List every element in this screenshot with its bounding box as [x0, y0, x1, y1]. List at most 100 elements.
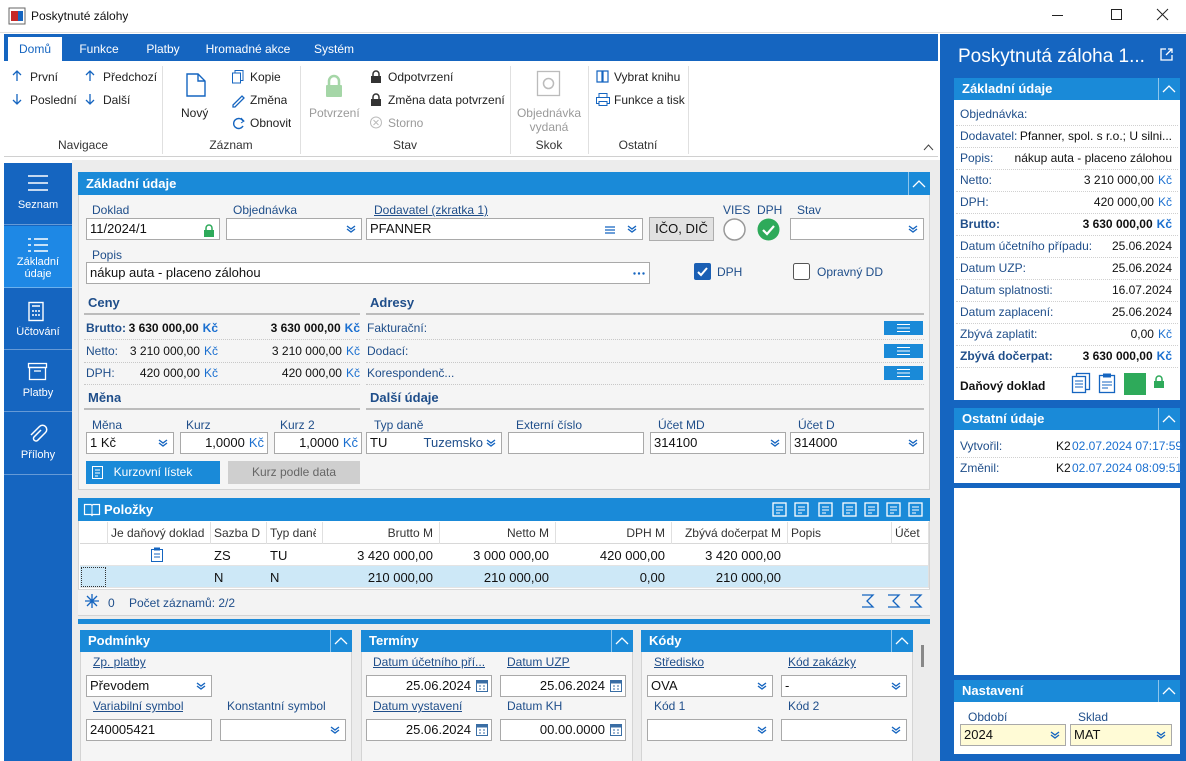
icon-shape — [908, 442, 918, 447]
icon-shape — [346, 228, 356, 233]
field-label: Měna — [92, 418, 123, 432]
side-label: Popis: — [960, 151, 994, 165]
ribbon-button[interactable]: Odpotvrzení — [388, 70, 454, 84]
nav-item[interactable]: Seznam — [4, 163, 72, 225]
icon-shape — [615, 637, 629, 645]
detail-input-detail: Tuzemsko — [423, 435, 483, 450]
ribbon-tab[interactable]: Funkce — [68, 37, 130, 61]
icon-shape — [842, 502, 857, 517]
price-currency: Kč — [203, 366, 218, 380]
section-rule — [366, 313, 924, 315]
ribbon-tab[interactable]: Domů — [8, 37, 62, 61]
collapse-button[interactable] — [330, 630, 352, 652]
row-rule — [956, 301, 1178, 302]
address-label: Korespondenč... — [367, 366, 455, 380]
icon-shape — [536, 70, 561, 97]
supplier-input-value: PFANNER — [370, 221, 432, 236]
popout-icon — [1160, 48, 1173, 61]
section-rule — [84, 313, 360, 315]
settings-input: MAT — [1070, 724, 1172, 746]
icon-shape — [908, 225, 918, 230]
ribbon-button[interactable]: Vybrat knihu — [614, 70, 681, 84]
collapse-button[interactable] — [1158, 680, 1180, 702]
nav-item[interactable]: Přílohy — [4, 413, 72, 475]
icon-shape — [486, 439, 496, 444]
side-currency: Kč — [1157, 195, 1172, 209]
ribbon-tab[interactable]: Hromadné akce — [196, 37, 300, 61]
ico-button[interactable]: IČO, DIČ — [649, 217, 714, 241]
ribbon-icon — [596, 70, 609, 83]
icon-shape — [886, 502, 901, 517]
dph-checkbox[interactable] — [694, 263, 711, 280]
icon-shape — [891, 682, 901, 687]
address-button[interactable] — [884, 321, 923, 335]
side-value: 25.06.2024 — [1010, 305, 1172, 319]
ribbon-tab-bar — [4, 34, 938, 61]
close-button — [1156, 8, 1169, 21]
side-value-text: 25.06.2024 — [1111, 305, 1172, 319]
icon-shape — [772, 502, 787, 517]
icon-shape — [18, 11, 23, 21]
ribbon-button[interactable]: Kopie — [250, 70, 281, 84]
address-button[interactable] — [884, 366, 923, 380]
ribbon-button[interactable]: Předchozí — [103, 70, 158, 84]
opravny-checkbox[interactable] — [793, 263, 810, 280]
collapse-button[interactable] — [1158, 78, 1180, 100]
icon-shape — [598, 93, 608, 98]
checkbox-label: Opravný DD — [817, 265, 884, 279]
ribbon-button[interactable]: Změna data potvrzení — [388, 93, 505, 107]
ribbon-button[interactable]: Další — [103, 93, 131, 107]
ribbon-tab[interactable]: Platby — [136, 37, 190, 61]
icon-shape — [205, 224, 213, 230]
row-rule — [956, 191, 1178, 192]
field-label: Datum KH — [507, 699, 563, 713]
collapse-button[interactable] — [891, 630, 913, 652]
ribbon-tab[interactable]: Systém — [306, 37, 362, 61]
focus-cell — [81, 567, 106, 587]
ribbon-icon — [370, 116, 382, 129]
icon-shape — [1111, 9, 1122, 20]
side-currency: Kč — [1157, 327, 1172, 341]
column-header: Netto M — [506, 526, 549, 540]
field-label: Konstantní symbol — [227, 699, 326, 713]
nav-item[interactable]: Základní údaje — [4, 226, 72, 288]
ribbon-icon — [232, 70, 244, 84]
tax-icon — [1071, 372, 1091, 394]
nav-item[interactable]: Účtování — [4, 290, 72, 350]
collapse-button[interactable] — [908, 172, 930, 195]
supplier-input-text: PFANNER — [370, 219, 624, 239]
ribbon-button[interactable]: První — [30, 70, 59, 84]
description-input-text: nákup auta - placeno zálohou — [90, 263, 646, 283]
section-title: Měna — [88, 390, 122, 405]
icon-shape — [232, 95, 245, 108]
panel-input-value: 25.06.2024 — [405, 722, 471, 737]
icon-shape — [371, 76, 381, 83]
field-label: VIES — [723, 203, 751, 217]
icon-shape — [610, 680, 622, 684]
address-button[interactable] — [884, 343, 923, 358]
panel-input-text: Převodem — [90, 676, 193, 696]
detail-input: 314000 — [790, 432, 924, 454]
side-value: 3 210 000,00 Kč — [1010, 173, 1172, 187]
field-label: Datum vystavení — [373, 699, 463, 713]
collapse-button[interactable] — [1158, 408, 1180, 430]
side-title: Poskytnutá záloha 1... — [958, 46, 1145, 67]
panel-header: Kódy — [641, 630, 913, 652]
icon-shape — [1160, 48, 1173, 61]
ribbon-button[interactable]: Obnovit — [250, 116, 292, 130]
order-input — [226, 218, 362, 240]
side-label: Datum zaplacení: — [960, 305, 1054, 319]
ribbon-button[interactable]: Poslední — [30, 93, 77, 107]
grid-header: Položky — [78, 498, 930, 521]
icon-shape — [1098, 374, 1116, 394]
icon-shape — [154, 553, 160, 558]
ribbon-button[interactable]: Změna — [250, 93, 288, 107]
collapse-button[interactable] — [611, 630, 633, 652]
ribbon-button[interactable]: Nový — [181, 106, 209, 120]
nav-item[interactable]: Platby — [4, 351, 72, 412]
side-card-header: Základní údaje — [954, 78, 1180, 100]
rate-list-button[interactable]: Kurzovní lístek — [86, 461, 220, 484]
ribbon-button[interactable]: Funkce a tisk — [614, 93, 685, 107]
column-header: Popis — [791, 526, 822, 540]
icon-shape — [158, 439, 168, 444]
